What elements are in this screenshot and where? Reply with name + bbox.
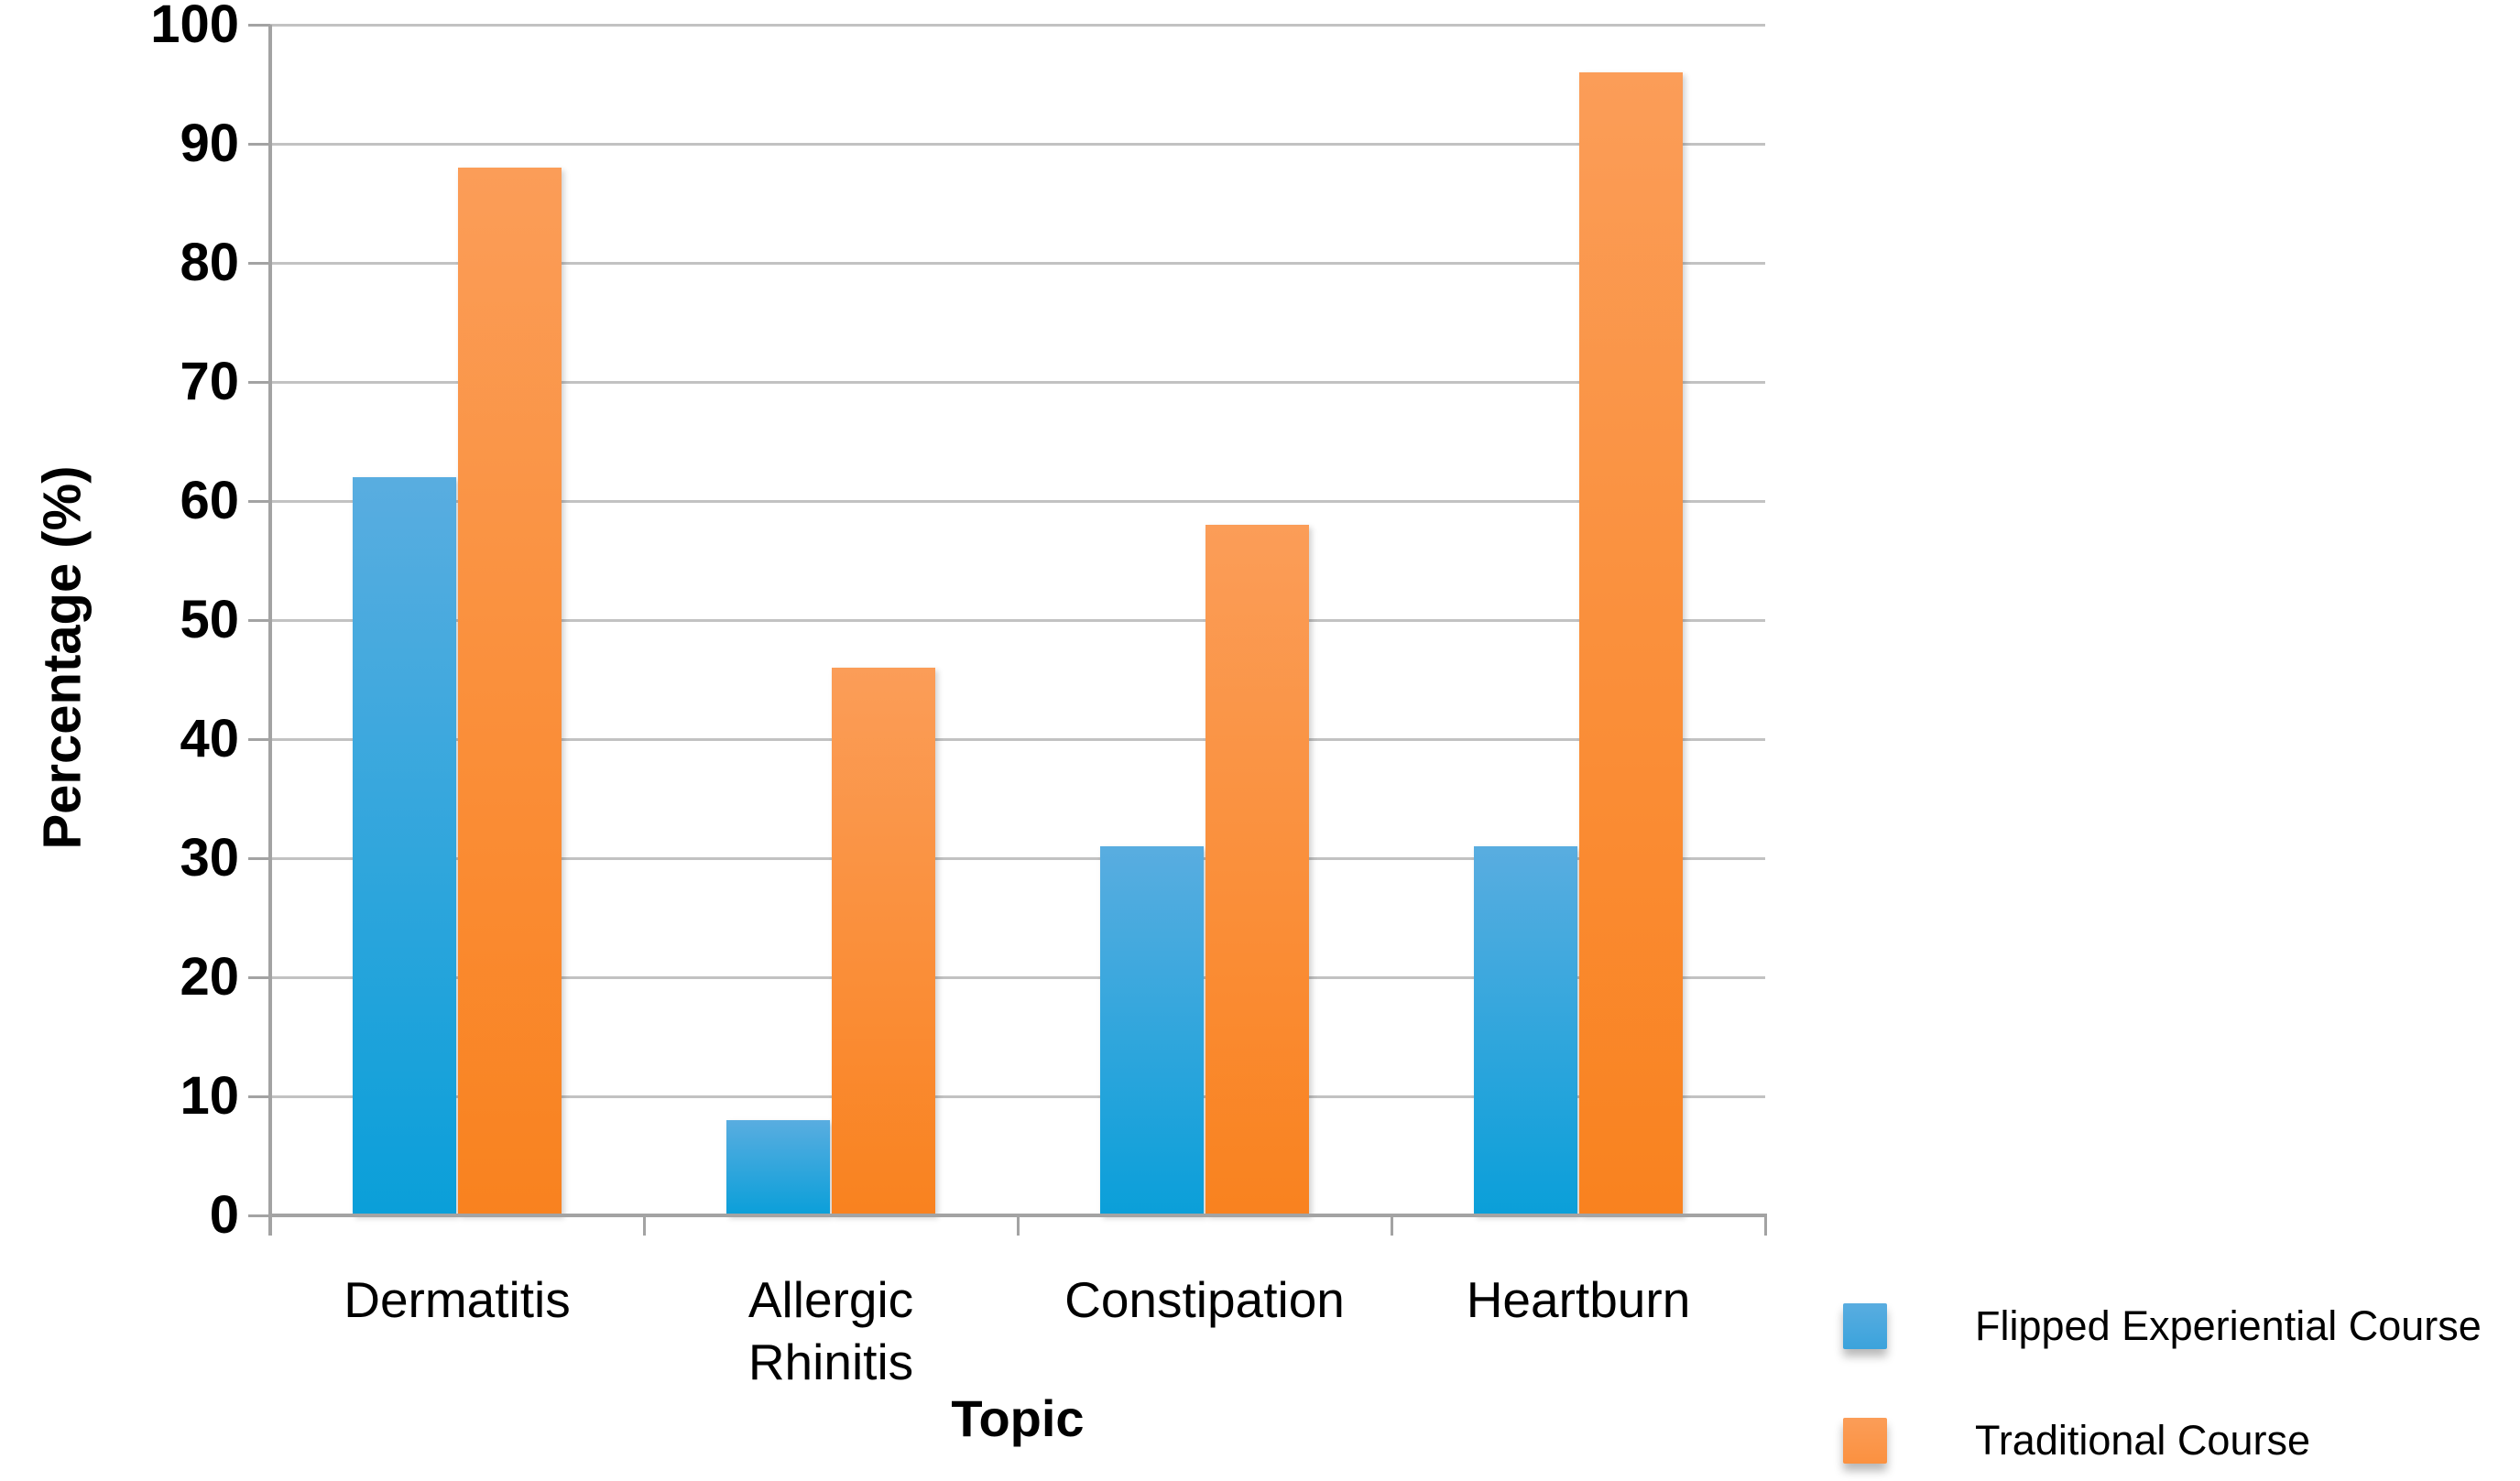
legend-swatch-1 bbox=[1843, 1303, 1887, 1349]
bar-constipation-series-1 bbox=[1100, 846, 1204, 1215]
legend-label-2: Traditional Course bbox=[1975, 1417, 2310, 1464]
y-tick-mark-60 bbox=[248, 500, 270, 503]
gridline-80 bbox=[270, 262, 1765, 265]
x-category-label-constipation: Constipation bbox=[1064, 1271, 1345, 1328]
gridline-90 bbox=[270, 143, 1765, 146]
gridline-60 bbox=[270, 500, 1765, 503]
y-tick-label-10: 10 bbox=[180, 1066, 239, 1126]
x-axis-line bbox=[268, 1214, 1767, 1217]
legend-label-1: Flipped Experiential Course bbox=[1975, 1302, 2482, 1349]
gridline-20 bbox=[270, 976, 1765, 979]
x-tick-mark-1 bbox=[643, 1215, 646, 1236]
gridline-10 bbox=[270, 1095, 1765, 1098]
y-tick-mark-50 bbox=[248, 619, 270, 622]
bar-allergic-rhinitis-series-1 bbox=[726, 1120, 830, 1215]
y-tick-mark-100 bbox=[248, 24, 270, 27]
y-tick-mark-10 bbox=[248, 1095, 270, 1098]
gridline-70 bbox=[270, 381, 1765, 384]
y-tick-label-40: 40 bbox=[180, 709, 239, 768]
x-tick-mark-2 bbox=[1017, 1215, 1020, 1236]
x-tick-mark-3 bbox=[1391, 1215, 1393, 1236]
y-tick-label-50: 50 bbox=[180, 590, 239, 649]
bar-allergic-rhinitis-series-2 bbox=[832, 668, 935, 1215]
legend-item-1: Flipped Experiential Course bbox=[1843, 1302, 2482, 1350]
legend-swatch-2 bbox=[1843, 1418, 1887, 1464]
x-axis-title: Topic bbox=[951, 1389, 1085, 1447]
x-category-label-allergic-rhinitis: Allergic Rhinitis bbox=[747, 1271, 914, 1390]
y-tick-label-20: 20 bbox=[180, 947, 239, 1007]
legend-item-2: Traditional Course bbox=[1843, 1417, 2310, 1465]
y-tick-mark-20 bbox=[248, 976, 270, 979]
bar-heartburn-series-1 bbox=[1474, 846, 1577, 1215]
bar-constipation-series-2 bbox=[1205, 525, 1309, 1215]
y-tick-label-60: 60 bbox=[180, 471, 239, 530]
y-tick-label-80: 80 bbox=[180, 233, 239, 292]
bar-heartburn-series-2 bbox=[1579, 72, 1683, 1215]
bar-dermatitis-series-2 bbox=[458, 168, 562, 1215]
y-tick-mark-80 bbox=[248, 262, 270, 265]
y-tick-label-70: 70 bbox=[180, 352, 239, 411]
y-axis-line bbox=[268, 25, 272, 1236]
gridline-30 bbox=[270, 857, 1765, 860]
bar-dermatitis-series-1 bbox=[353, 477, 456, 1215]
y-tick-mark-40 bbox=[248, 738, 270, 741]
y-tick-mark-30 bbox=[248, 857, 270, 860]
x-category-label-dermatitis: Dermatitis bbox=[344, 1271, 571, 1328]
gridline-50 bbox=[270, 619, 1765, 622]
y-tick-label-90: 90 bbox=[180, 114, 239, 173]
y-tick-mark-0 bbox=[248, 1214, 270, 1217]
y-tick-label-100: 100 bbox=[150, 0, 239, 54]
gridline-100 bbox=[270, 24, 1765, 27]
y-tick-label-30: 30 bbox=[180, 828, 239, 888]
y-tick-mark-90 bbox=[248, 143, 270, 146]
y-tick-label-0: 0 bbox=[209, 1185, 239, 1245]
x-tick-mark-4 bbox=[1764, 1215, 1767, 1236]
x-category-label-heartburn: Heartburn bbox=[1466, 1271, 1691, 1328]
y-tick-mark-70 bbox=[248, 381, 270, 384]
gridline-40 bbox=[270, 738, 1765, 741]
